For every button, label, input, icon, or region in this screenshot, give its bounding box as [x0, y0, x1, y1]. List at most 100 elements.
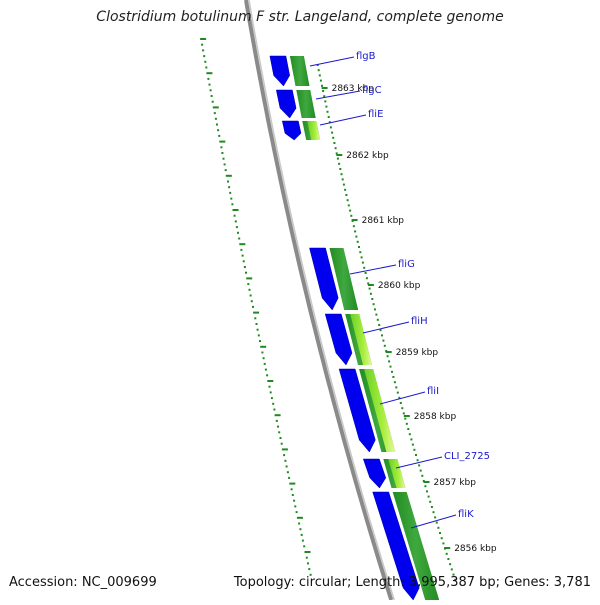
gc-dot — [255, 323, 258, 325]
tick-track-dot — [364, 272, 367, 274]
tick-track-dot — [383, 344, 386, 347]
gc-dot — [274, 414, 281, 417]
tick-track-dot — [341, 178, 344, 181]
tick-track-dot — [450, 568, 453, 571]
tick-track-dot — [328, 121, 331, 124]
gc-dot — [270, 397, 273, 400]
tick-track-dot — [339, 168, 342, 170]
tick-track-dot — [440, 537, 443, 540]
gc-dot — [231, 203, 234, 206]
gc-dot — [296, 516, 303, 519]
tick-track-dot — [391, 370, 393, 373]
tick-mark — [336, 154, 343, 156]
gene-label: CLI_2725 — [444, 451, 490, 462]
gene-label: fliE — [368, 109, 383, 120]
tick-track-dot — [418, 464, 421, 467]
gc-dot — [253, 311, 260, 314]
gc-dot — [224, 169, 227, 172]
tick-track-dot — [367, 282, 370, 285]
cds-arrow — [372, 491, 420, 601]
tick-track-dot — [365, 277, 368, 280]
tick-label: 2860 kbp — [378, 281, 421, 291]
gc-dot — [301, 539, 304, 542]
tick-track-dot — [317, 69, 320, 72]
tick-track-dot — [327, 116, 330, 118]
gene-label: fliK — [458, 509, 474, 520]
tick-track-dot — [344, 188, 347, 191]
gene-leader-line — [309, 56, 355, 67]
gc-dot — [212, 106, 219, 109]
tick-track-dot — [449, 563, 452, 566]
tick-track-dot — [388, 360, 391, 363]
gc-dot — [275, 419, 278, 422]
gc-dot — [303, 545, 306, 548]
tick-track-dot — [396, 391, 399, 394]
tick-track-dot — [382, 339, 385, 342]
tick-label: 2856 kbp — [454, 544, 497, 554]
tick-track-dot — [434, 516, 437, 519]
gene-leader-line — [315, 90, 361, 100]
gc-dot — [248, 288, 251, 291]
gc-dot — [208, 83, 211, 86]
tick-track-dot — [405, 422, 408, 425]
gc-dot — [295, 511, 298, 514]
gc-dot — [216, 123, 218, 126]
tick-track-dot — [381, 334, 383, 337]
tick-label: 2858 kbp — [414, 412, 457, 422]
gc-dot — [268, 385, 271, 388]
tick-track-dot — [452, 573, 455, 576]
gc-dot — [281, 448, 288, 451]
tick-label: 2861 kbp — [362, 216, 405, 226]
gc-dot — [237, 231, 239, 234]
gc-dot — [299, 528, 302, 531]
tick-track-dot — [395, 386, 398, 389]
gc-dot — [225, 174, 232, 177]
gc-dot — [230, 197, 233, 200]
tick-track-dot — [335, 152, 338, 155]
tick-mark — [423, 481, 430, 483]
tick-track-dot — [401, 407, 404, 410]
gc-dot — [256, 328, 259, 331]
tick-track-dot — [378, 324, 381, 326]
tick-label: 2859 kbp — [396, 348, 439, 358]
gc-dot — [290, 488, 293, 491]
tick-track-dot — [325, 105, 328, 108]
tick-track-dot — [368, 287, 371, 290]
feature-bar — [329, 248, 359, 310]
tick-track-dot — [393, 381, 396, 384]
tick-track-dot — [375, 313, 378, 316]
backbone-line — [244, 0, 394, 601]
gene-leader-line — [349, 264, 397, 275]
gc-dot — [277, 425, 279, 428]
tick-track-dot — [399, 402, 402, 404]
gc-dot — [204, 60, 207, 63]
gc-dot — [289, 482, 296, 485]
feature-bar-highlight — [388, 459, 406, 488]
gc-dot — [221, 152, 224, 154]
gc-dot — [252, 305, 254, 308]
tick-mark — [385, 351, 392, 353]
gc-dot — [229, 191, 232, 194]
gc-dot — [234, 220, 237, 223]
tick-track-dot — [402, 412, 405, 415]
tick-mark — [444, 547, 451, 549]
gc-dot — [273, 408, 276, 411]
tick-track-dot — [363, 266, 366, 269]
gene-leader-line — [410, 514, 457, 529]
tick-track-dot — [429, 500, 432, 503]
gc-dot — [223, 163, 226, 166]
gc-dot — [235, 226, 238, 229]
tick-track-dot — [416, 459, 419, 462]
tick-track-dot — [349, 209, 352, 212]
feature-bar-highlight — [350, 314, 372, 365]
tick-mark — [321, 87, 328, 89]
gc-dot — [219, 140, 226, 143]
gc-dot — [309, 573, 312, 576]
gc-dot — [233, 214, 236, 217]
gc-dot — [288, 476, 291, 479]
gc-dot — [210, 95, 213, 97]
gc-dot — [209, 89, 212, 92]
gc-dot — [262, 357, 265, 360]
gc-dot — [214, 117, 217, 120]
